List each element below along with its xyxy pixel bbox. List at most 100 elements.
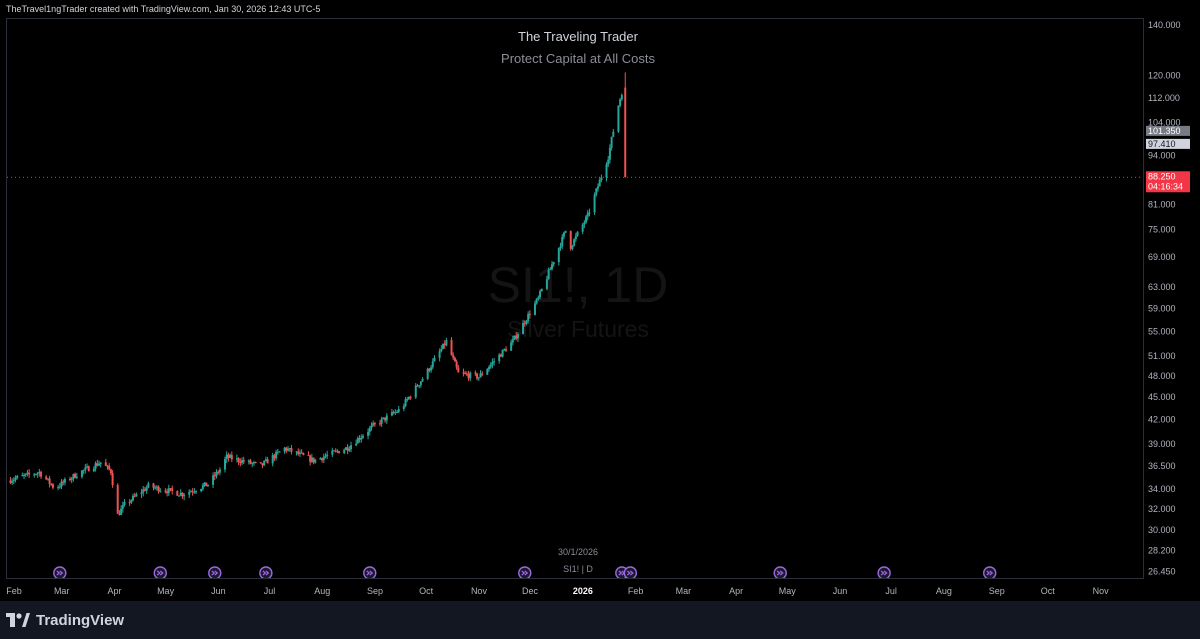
event-marker-icon[interactable] — [518, 566, 532, 578]
candle — [254, 461, 257, 464]
candle — [179, 489, 182, 497]
candle — [321, 457, 324, 463]
candle — [28, 469, 31, 478]
legend-label: SI1! | D — [563, 564, 593, 574]
candle — [522, 319, 525, 335]
candle — [581, 222, 584, 235]
candle — [322, 453, 325, 464]
candle — [205, 482, 208, 487]
candle — [84, 463, 87, 474]
candle — [297, 448, 300, 456]
candle — [505, 346, 508, 352]
event-markers[interactable] — [53, 566, 997, 578]
candle — [595, 187, 598, 197]
candle — [527, 311, 530, 324]
candle — [402, 403, 405, 412]
candle — [70, 476, 73, 484]
candle — [51, 483, 54, 490]
candle — [608, 144, 611, 164]
price-tick: 104.000 — [1148, 117, 1181, 127]
event-marker-icon[interactable] — [773, 566, 787, 578]
time-axis[interactable]: Feb Mar Apr May Jun Jul Aug Sep Oct Nov Dec 2026 Feb… — [0, 579, 1200, 601]
candle — [368, 425, 371, 436]
candle — [271, 452, 274, 467]
candle — [152, 482, 155, 491]
candle — [23, 473, 26, 479]
candles — [9, 72, 627, 516]
time-tick: Feb — [628, 586, 644, 596]
time-tick: 2026 — [573, 586, 593, 596]
candle — [34, 473, 37, 476]
candle — [528, 310, 531, 319]
candle — [48, 475, 51, 488]
candle — [380, 416, 383, 427]
candle — [251, 462, 254, 468]
candle — [120, 505, 123, 516]
event-marker-icon[interactable] — [363, 566, 377, 578]
event-marker-icon[interactable] — [208, 566, 222, 578]
candle — [217, 470, 220, 475]
price-tick: 48.000 — [1148, 371, 1176, 381]
candle — [481, 371, 484, 377]
candle — [164, 488, 167, 494]
price-axis[interactable]: 140.000 120.000 112.000 104.000 94.000 81.000… — [1144, 18, 1200, 579]
price-tick: 94.000 — [1148, 151, 1176, 161]
price-chart[interactable]: SI1!, 1D Silver Futures The Traveling Tr… — [7, 19, 1143, 578]
candle — [617, 105, 620, 133]
attribution-text: TheTravel1ngTrader created with TradingV… — [6, 4, 321, 14]
event-marker-icon[interactable] — [53, 566, 67, 578]
date-label: 30/1/2026 — [558, 547, 598, 557]
candle — [72, 473, 75, 482]
watermark-name: Silver Futures — [507, 316, 649, 342]
candle — [40, 470, 43, 479]
candle — [607, 155, 610, 168]
candle — [596, 183, 599, 192]
candle — [290, 444, 293, 455]
candle — [142, 485, 145, 497]
event-marker-icon[interactable] — [153, 566, 167, 578]
candle — [195, 490, 198, 495]
time-tick: Oct — [419, 586, 434, 596]
chart-pane[interactable]: SI1!, 1D Silver Futures The Traveling Tr… — [6, 18, 1144, 579]
event-marker-icon[interactable] — [623, 566, 638, 578]
candle — [476, 372, 479, 381]
candle — [111, 470, 114, 488]
price-tick: 45.000 — [1148, 392, 1176, 402]
candle — [118, 510, 121, 516]
candle — [135, 492, 138, 497]
candle — [610, 136, 613, 151]
candle — [145, 485, 148, 494]
time-tick: Jun — [211, 586, 226, 596]
candle — [552, 261, 555, 267]
candle — [396, 410, 399, 414]
watermark-symbol: SI1!, 1D — [488, 257, 669, 313]
event-marker-icon[interactable] — [877, 566, 891, 578]
time-tick: Aug — [314, 586, 330, 596]
candle — [491, 358, 494, 369]
candle — [307, 451, 310, 456]
candle — [418, 385, 421, 389]
candle — [92, 466, 95, 473]
candle — [392, 410, 395, 415]
candle — [74, 472, 77, 479]
footer: TradingView — [0, 601, 1200, 639]
candle — [225, 451, 228, 464]
candle — [433, 355, 436, 362]
price-tick: 75.000 — [1148, 225, 1176, 235]
candle — [516, 332, 519, 342]
countdown-label: 04:16:34 — [1148, 181, 1183, 191]
candle — [426, 367, 429, 381]
event-marker-icon[interactable] — [259, 566, 273, 578]
time-tick: Mar — [54, 586, 70, 596]
candle — [462, 368, 465, 377]
candle — [167, 484, 170, 496]
candle — [373, 421, 376, 427]
candle — [132, 493, 135, 502]
candle — [404, 397, 407, 408]
candle — [576, 231, 579, 237]
candle — [46, 478, 49, 481]
event-marker-icon[interactable] — [983, 566, 997, 578]
candle — [537, 295, 540, 301]
candle — [314, 458, 317, 464]
candle — [605, 162, 608, 182]
